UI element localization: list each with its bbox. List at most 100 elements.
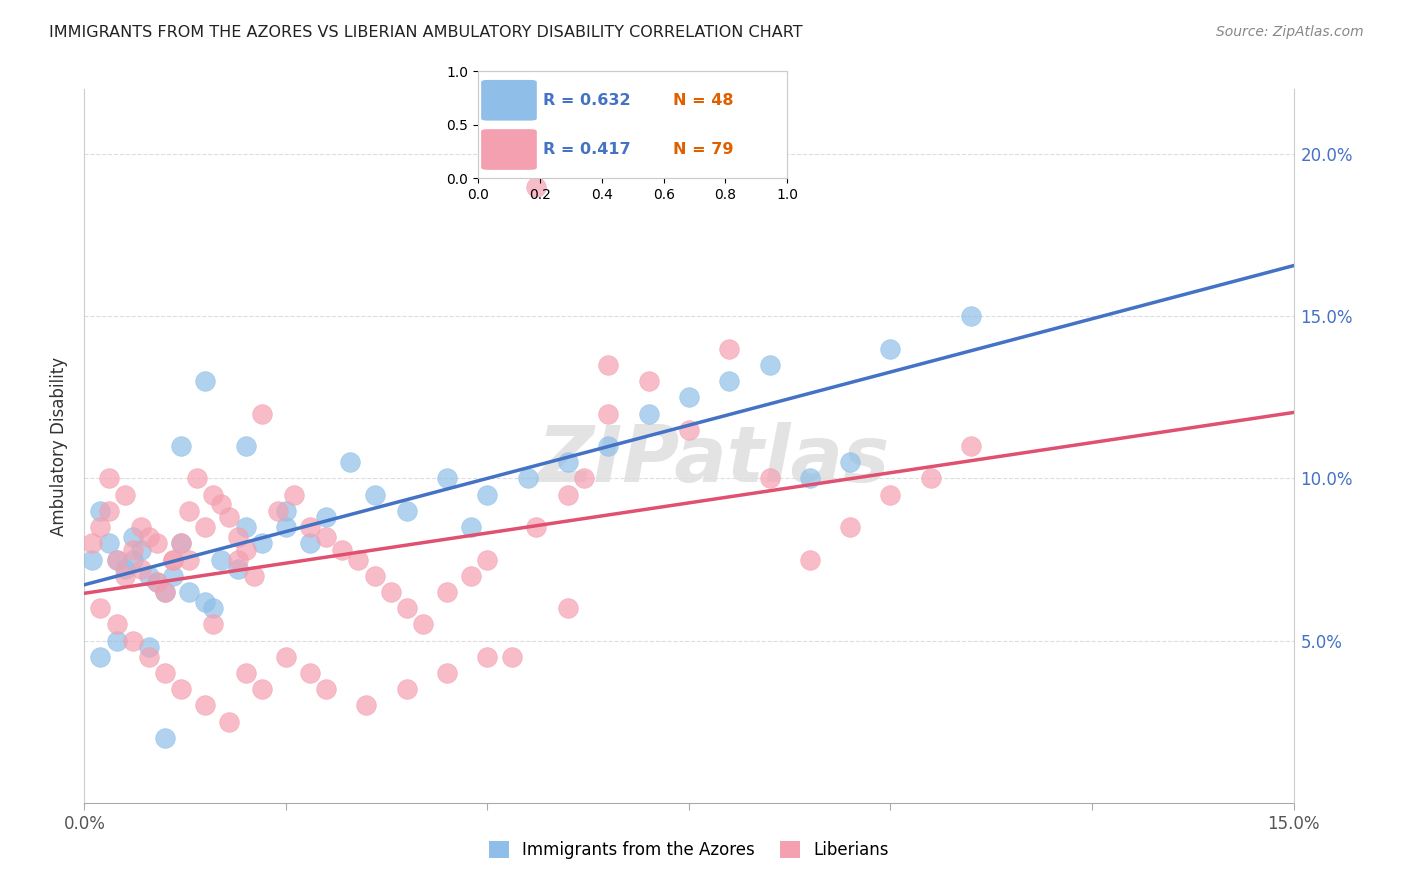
Point [678,390,700,404]
Point [960,310,983,324]
Point [839,455,862,469]
Point [162,568,184,582]
Point [460,520,482,534]
Point [179,504,201,518]
Point [235,666,257,681]
Point [235,520,257,534]
Point [524,179,547,194]
Point [121,552,143,566]
Point [299,520,322,534]
Point [598,407,620,421]
Text: N = 48: N = 48 [673,93,734,108]
Point [97,504,120,518]
Legend: Immigrants from the Azores, Liberians: Immigrants from the Azores, Liberians [482,834,896,866]
Point [799,471,821,485]
Point [524,520,547,534]
Y-axis label: Ambulatory Disability: Ambulatory Disability [51,357,69,535]
Point [477,488,499,502]
Point [194,520,217,534]
Point [412,617,434,632]
Point [572,471,595,485]
Point [477,552,499,566]
Point [226,552,249,566]
Point [879,342,901,356]
Point [153,731,176,745]
Point [242,568,264,582]
Point [138,649,160,664]
Point [218,714,240,729]
Point [82,536,104,550]
Point [209,497,232,511]
Point [146,575,169,590]
Text: R = 0.632: R = 0.632 [543,93,631,108]
Point [179,552,201,566]
Point [758,471,780,485]
Point [960,439,983,453]
Point [194,698,217,713]
Point [718,342,741,356]
Point [839,520,862,534]
Point [799,552,821,566]
Point [202,617,225,632]
Point [235,439,257,453]
Point [194,595,217,609]
Point [283,488,305,502]
Point [105,552,128,566]
Point [162,552,184,566]
Point [380,585,402,599]
Point [315,510,337,524]
Point [436,666,458,681]
Point [395,601,418,615]
Point [315,682,337,697]
Point [637,374,659,388]
Point [557,488,579,502]
Point [436,585,458,599]
Point [138,568,160,582]
Point [129,520,152,534]
Point [202,488,225,502]
Point [436,471,458,485]
Point [121,530,143,544]
Point [516,471,538,485]
Point [89,504,111,518]
Point [121,542,143,557]
Point [339,455,361,469]
Point [363,488,385,502]
Point [170,536,193,550]
Point [250,682,273,697]
Point [250,407,273,421]
Point [114,488,136,502]
Point [598,439,620,453]
Point [138,640,160,654]
Point [170,682,193,697]
Point [395,504,418,518]
Point [170,439,193,453]
Point [129,562,152,576]
Point [114,568,136,582]
Point [89,601,111,615]
Point [209,552,232,566]
Point [153,585,176,599]
Point [105,617,128,632]
Point [89,520,111,534]
FancyBboxPatch shape [481,80,537,120]
Point [460,568,482,582]
Text: ZIPatlas: ZIPatlas [537,422,889,499]
Point [598,358,620,372]
Point [82,552,104,566]
Point [226,530,249,544]
Point [477,649,499,664]
Point [299,666,322,681]
Point [267,504,290,518]
Point [162,552,184,566]
Point [274,649,297,664]
Point [274,504,297,518]
Text: IMMIGRANTS FROM THE AZORES VS LIBERIAN AMBULATORY DISABILITY CORRELATION CHART: IMMIGRANTS FROM THE AZORES VS LIBERIAN A… [49,25,803,40]
Point [202,601,225,615]
Point [121,633,143,648]
Point [347,552,370,566]
Point [97,536,120,550]
Point [146,575,169,590]
Point [194,374,217,388]
Point [315,530,337,544]
